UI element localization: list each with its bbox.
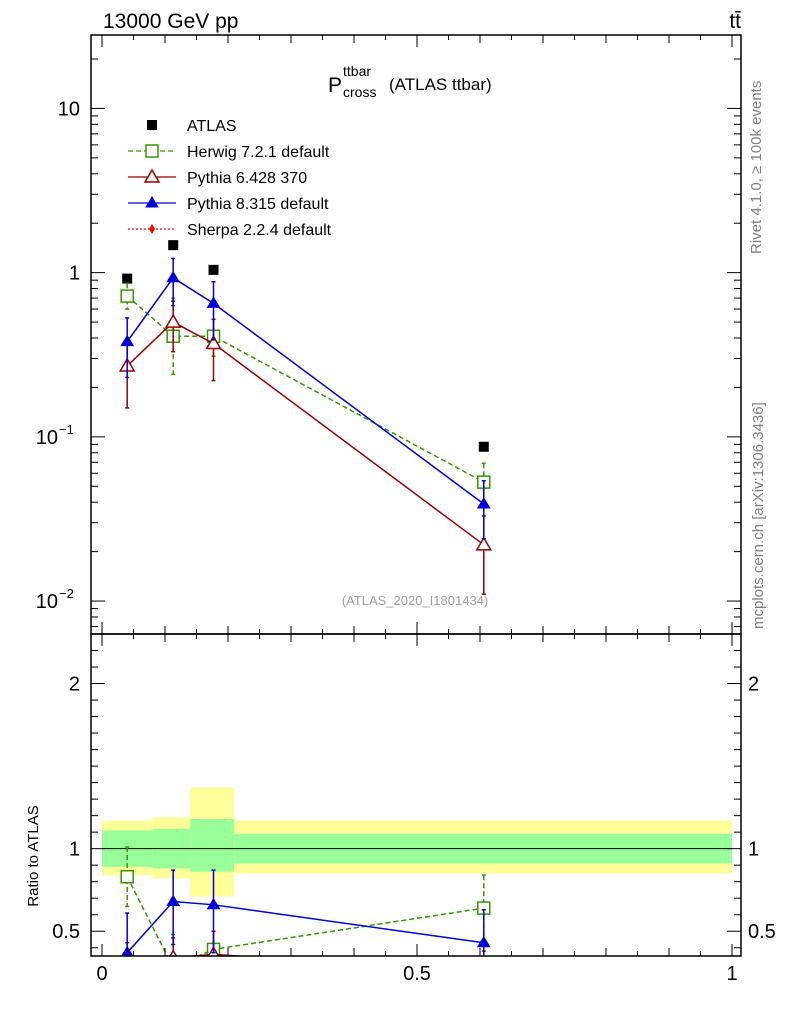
main-y-tick-label: 10 (36, 427, 58, 449)
marker-filled-square (208, 264, 219, 275)
legend-label: Sherpa 2.2.4 default (187, 222, 332, 239)
marker-filled-triangle (166, 894, 181, 907)
ratio-y-tick-label-right: 1 (748, 839, 759, 861)
legend: ATLAS Herwig 7.2.1 default Pythia 6.428 37… (128, 118, 332, 239)
legend-label: Herwig 7.2.1 default (187, 144, 330, 161)
marker-filled-triangle (120, 334, 135, 347)
marker-open-square (167, 962, 179, 974)
marker-filled-triangle (206, 897, 221, 910)
main-series-2-line (126, 276, 485, 505)
main-y-tick-exponent: −2 (59, 586, 74, 601)
ratio-ylabel: Ratio to ATLAS (25, 805, 42, 906)
analysis-id: (ATLAS_2020_I1801434) (342, 593, 488, 608)
main-y-tick-label: 10 (58, 98, 80, 120)
marker-open-triangle (169, 949, 178, 956)
main-panel-series (118, 240, 493, 596)
legend-label: Pythia 6.428 370 (187, 170, 307, 187)
marker-filled-triangle (476, 935, 491, 948)
marker-filled-square (168, 240, 179, 251)
marker-filled-square (122, 273, 133, 284)
side-label-top: Rivet 4.1.0, ≥ 100k events (748, 81, 765, 254)
marker-filled-triangle (121, 945, 134, 956)
legend-label: Pythia 8.315 default (187, 196, 329, 213)
ratio-y-tick-label-right: 0.5 (748, 921, 776, 943)
marker-open-triangle (143, 168, 161, 183)
marker-filled-triangle (166, 270, 181, 283)
main-y-tick-label: 1 (69, 263, 80, 285)
x-tick-label: 0 (96, 963, 107, 985)
x-tick-label: 1 (726, 963, 737, 985)
marker-open-triangle (477, 966, 491, 978)
marker-open-triangle (205, 335, 222, 350)
ratio-band-green (190, 818, 235, 872)
marker-open-triangle (475, 536, 493, 551)
side-label-bottom: mcplots.cern.ch [arXiv:1306.3436] (750, 402, 767, 629)
title-suffix: (ATLAS ttbar) (389, 75, 492, 94)
main-series-0-line (126, 295, 485, 483)
marker-open-triangle (120, 959, 134, 971)
ratio-series-2-line (126, 900, 484, 954)
main-series-1-line (126, 321, 485, 546)
header-right: tt̄ (729, 10, 741, 33)
ratio-y-tick-label: 1 (69, 839, 80, 861)
ratio-panel-series (120, 846, 491, 978)
title-sub: cross (343, 84, 376, 100)
title-main: P (328, 74, 342, 97)
x-tick-label: 0.5 (403, 963, 431, 985)
marker-filled-triangle (145, 196, 159, 208)
marker-filled-diamond (149, 224, 155, 234)
ratio-y-tick-label-right: 2 (748, 674, 759, 696)
ratio-panel-bands (102, 787, 733, 897)
marker-open-triangle (164, 313, 182, 328)
header-left: 13000 GeV pp (103, 10, 238, 33)
marker-filled-triangle (476, 497, 491, 509)
ratio-y-tick-label: 2 (69, 674, 80, 696)
marker-filled-square (478, 441, 489, 452)
marker-filled-triangle (206, 296, 221, 308)
marker-open-square (120, 869, 134, 884)
marker-open-square (120, 289, 134, 303)
ratio-y-tick-label: 0.5 (52, 921, 80, 943)
marker-open-square (145, 144, 159, 158)
legend-label: ATLAS (187, 118, 237, 135)
main-y-tick-exponent: −1 (59, 422, 74, 437)
ratio-frame (90, 633, 742, 957)
main-y-tick-label: 10 (36, 591, 58, 613)
title-sup: ttbar (343, 63, 371, 79)
marker-filled-square (147, 120, 157, 130)
plot-title: P (328, 74, 342, 97)
ratio-series-0-line (126, 876, 484, 956)
